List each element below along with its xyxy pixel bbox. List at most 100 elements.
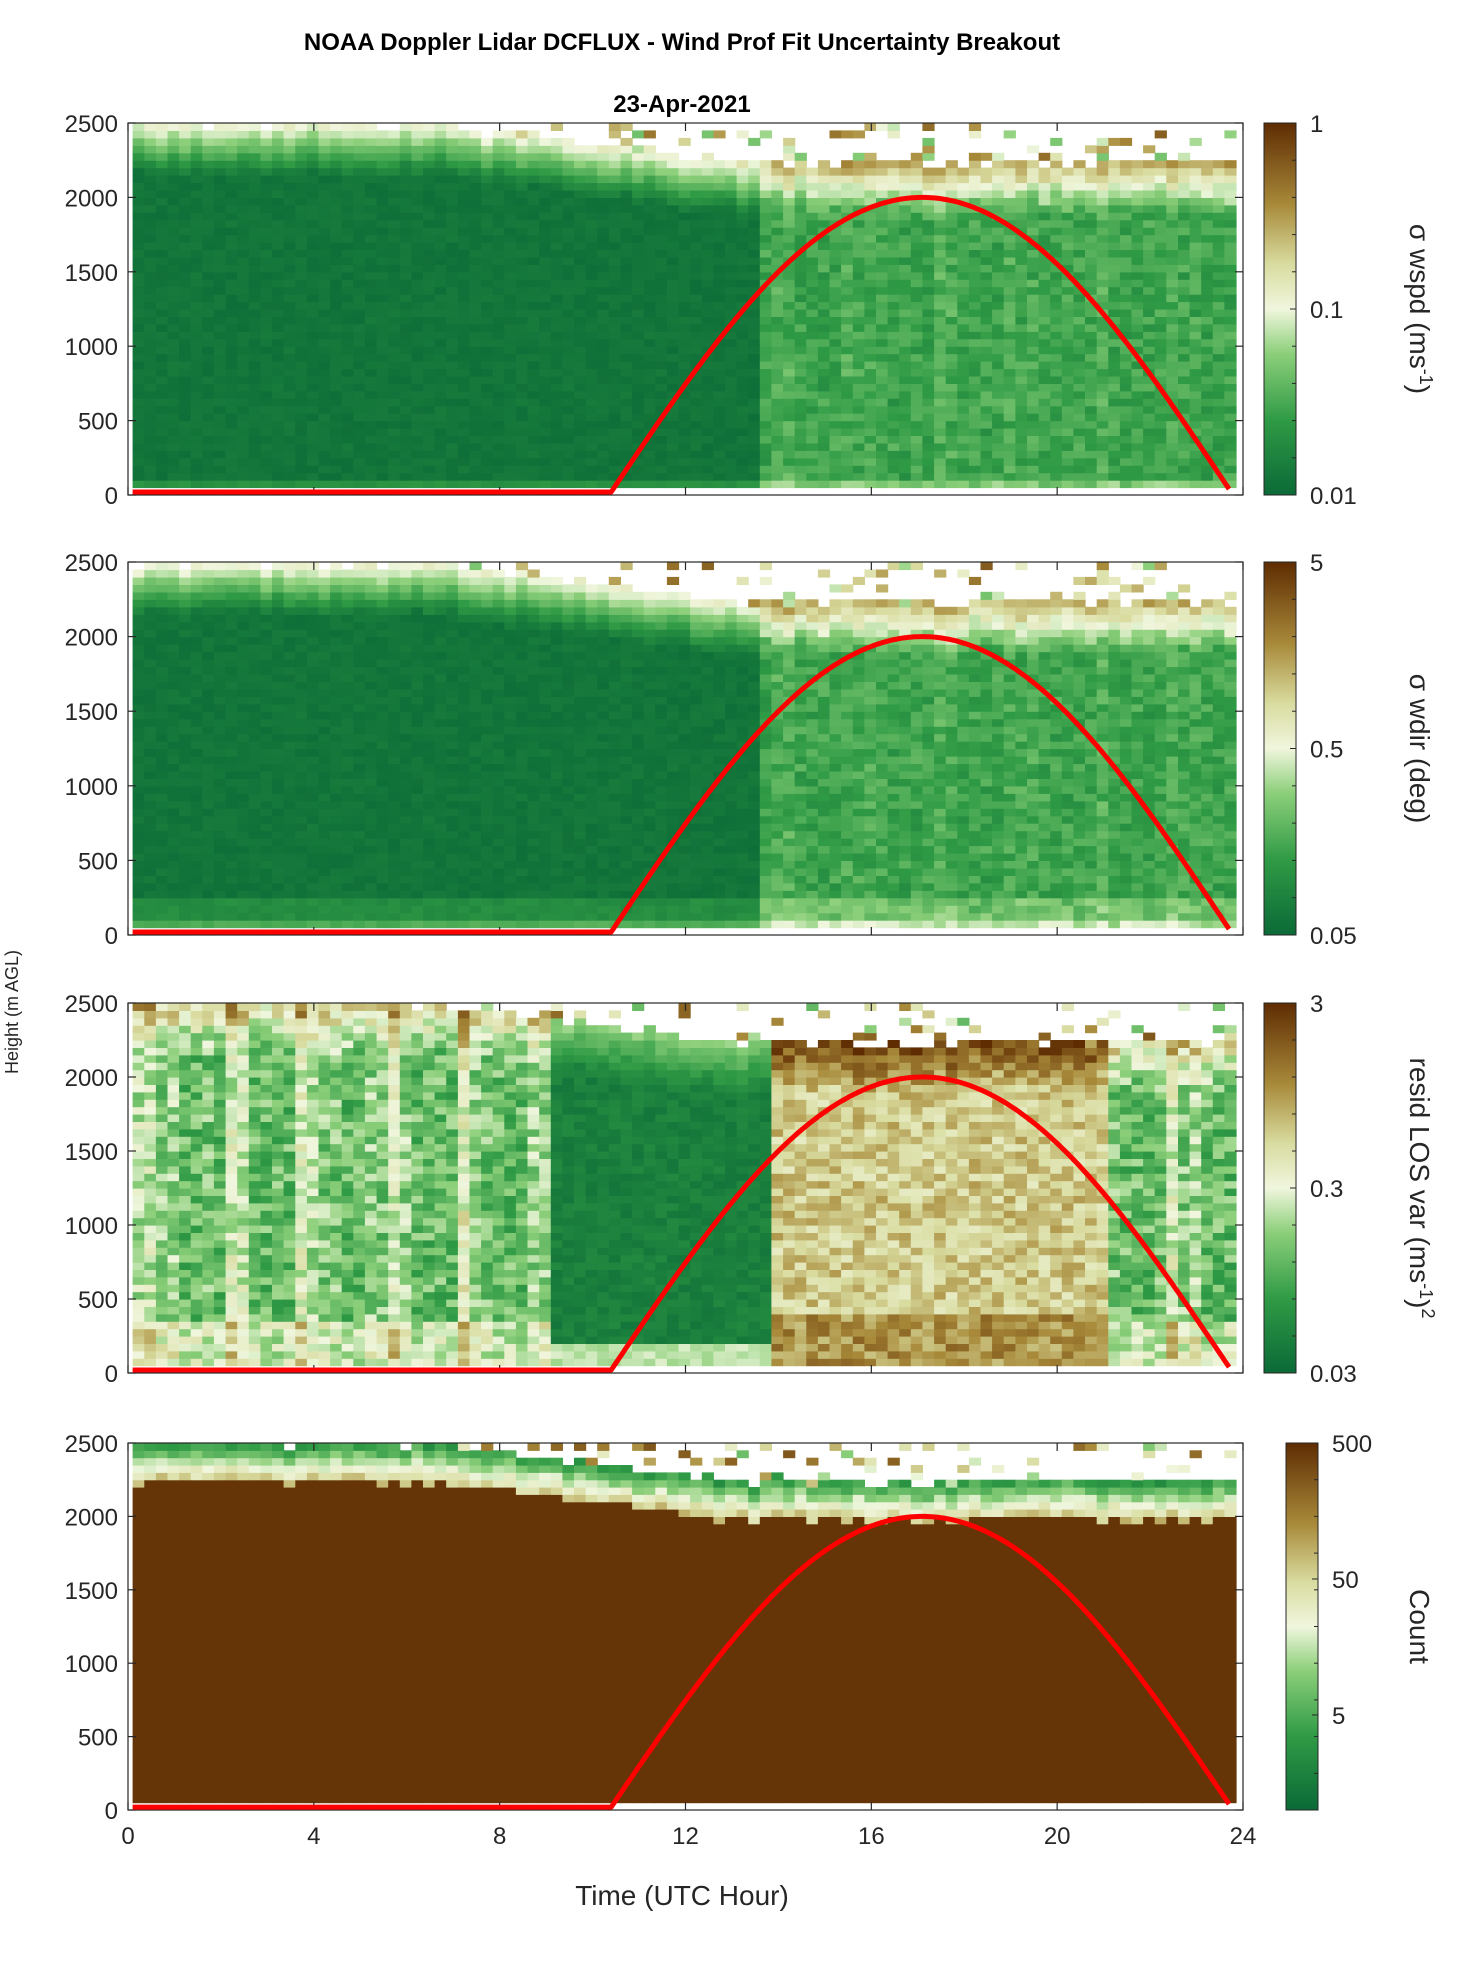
heatmap-cell — [213, 368, 227, 377]
heatmap-cell — [272, 190, 285, 198]
heatmap-cell — [759, 368, 772, 377]
heatmap-cell — [376, 182, 389, 191]
heatmap-cell — [179, 673, 192, 682]
heatmap-cell — [248, 450, 261, 459]
heatmap-cell — [155, 606, 169, 615]
heatmap-cell — [202, 852, 215, 861]
heatmap-cell — [1212, 420, 1225, 429]
heatmap-cell — [306, 301, 320, 310]
heatmap-cell — [515, 145, 529, 154]
heatmap-cell — [1050, 234, 1063, 243]
heatmap-cell — [202, 696, 215, 705]
heatmap-cell — [469, 294, 482, 303]
heatmap-cell — [1189, 390, 1202, 399]
heatmap-cell — [783, 249, 796, 258]
heatmap-cell — [527, 256, 540, 265]
heatmap-cell — [968, 353, 982, 362]
heatmap-cell — [237, 480, 250, 489]
heatmap-cell — [1201, 331, 1214, 340]
heatmap-cell — [179, 838, 192, 847]
heatmap-cell — [446, 294, 459, 303]
heatmap-cell — [1015, 390, 1028, 399]
heatmap-cell — [399, 338, 412, 347]
heatmap-cell — [666, 279, 680, 288]
heatmap-cell — [272, 249, 285, 258]
heatmap-cell — [237, 703, 250, 712]
heatmap-cell — [643, 353, 656, 362]
heatmap-cell — [1096, 450, 1109, 459]
heatmap-cell — [283, 301, 296, 310]
heatmap-cell — [167, 726, 180, 735]
heatmap-cell — [852, 442, 865, 451]
heatmap-cell — [608, 465, 621, 474]
heatmap-cell — [1166, 271, 1179, 280]
heatmap-cell — [1166, 323, 1179, 332]
heatmap-cell — [806, 242, 819, 250]
heatmap-cell — [1166, 219, 1179, 228]
heatmap-cell — [504, 413, 517, 422]
heatmap-cell — [306, 435, 320, 444]
heatmap-cell — [957, 301, 970, 310]
heatmap-cell — [295, 130, 308, 139]
heatmap-cell — [620, 450, 633, 459]
heatmap-cell — [1027, 204, 1040, 213]
heatmap-cell — [1189, 323, 1202, 332]
heatmap-cell — [783, 405, 796, 414]
heatmap-cell — [562, 420, 575, 429]
heatmap-cell — [1212, 338, 1225, 347]
heatmap-cell — [248, 763, 261, 772]
heatmap-cell — [330, 123, 343, 131]
heatmap-cell — [562, 398, 575, 407]
heatmap-cell — [748, 190, 761, 198]
heatmap-cell — [353, 383, 366, 392]
heatmap-cell — [1050, 390, 1063, 399]
heatmap-cell — [423, 137, 436, 146]
heatmap-cell — [1027, 353, 1040, 362]
heatmap-cell — [515, 286, 529, 295]
heatmap-cell — [318, 227, 331, 236]
heatmap-cell — [539, 190, 552, 198]
heatmap-cell — [597, 204, 610, 213]
heatmap-cell — [643, 413, 656, 422]
heatmap-cell — [1143, 227, 1156, 236]
heatmap-cell — [771, 413, 784, 422]
heatmap-cell — [852, 465, 865, 474]
heatmap-cell — [1119, 323, 1133, 332]
heatmap-cell — [399, 175, 412, 184]
heatmap-cell — [388, 204, 401, 213]
heatmap-cell — [388, 420, 401, 429]
heatmap-cell — [1212, 450, 1225, 459]
heatmap-cell — [376, 301, 389, 310]
heatmap-cell — [225, 845, 238, 854]
heatmap-cell — [736, 353, 749, 362]
heatmap-cell — [748, 182, 761, 191]
heatmap-cell — [574, 204, 587, 213]
heatmap-cell — [1027, 227, 1040, 236]
heatmap-cell — [237, 681, 250, 690]
heatmap-cell — [515, 271, 529, 280]
heatmap-cell — [945, 323, 958, 332]
heatmap-cell — [852, 242, 865, 250]
heatmap-cell — [248, 457, 261, 466]
heatmap-cell — [713, 167, 726, 176]
heatmap-cell — [248, 286, 261, 295]
heatmap-cell — [690, 212, 703, 221]
heatmap-cell — [574, 145, 587, 154]
heatmap-cell — [1061, 301, 1074, 310]
heatmap-cell — [411, 390, 424, 399]
heatmap-cell — [968, 331, 982, 340]
heatmap-cell — [992, 331, 1005, 340]
heatmap-cell — [841, 182, 854, 191]
heatmap-cell — [213, 845, 227, 854]
heatmap-cell — [852, 428, 865, 436]
heatmap-cell — [213, 830, 227, 839]
heatmap-cell — [1143, 376, 1156, 384]
heatmap-cell — [980, 420, 993, 429]
heatmap-cell — [132, 264, 145, 273]
heatmap-cell — [550, 368, 563, 377]
heatmap-cell — [272, 368, 285, 377]
heatmap-cell — [829, 405, 842, 414]
heatmap-cell — [330, 450, 343, 459]
heatmap-cell — [1003, 242, 1016, 250]
